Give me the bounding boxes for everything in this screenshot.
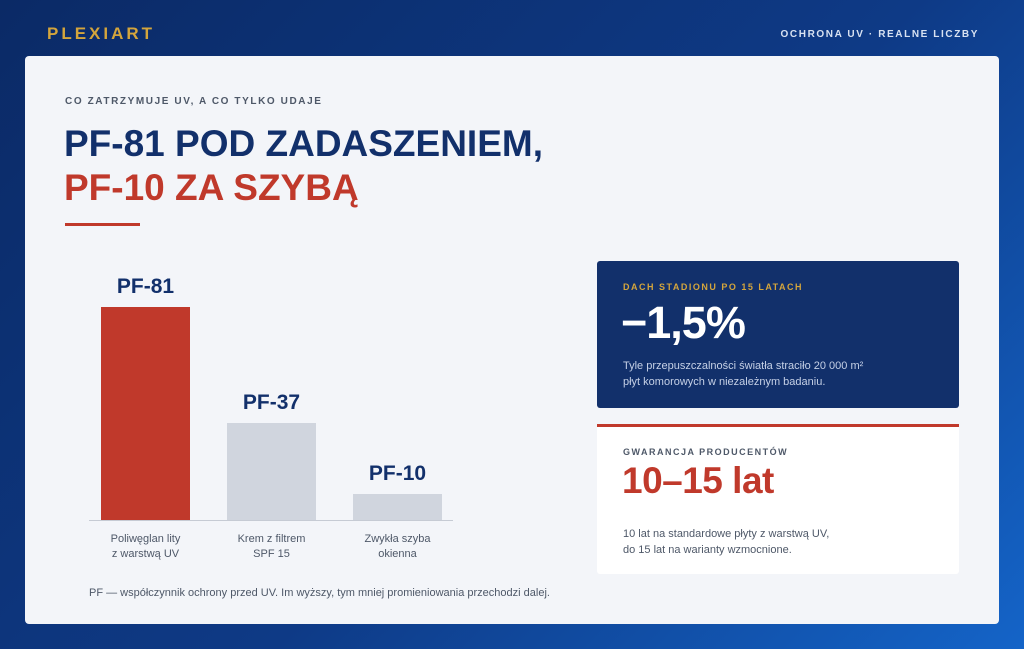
stat-description: 10 lat na standardowe płyty z warstwą UV… <box>623 526 883 558</box>
chart-baseline <box>89 520 453 521</box>
stat-label: GWARANCJA PRODUCENTÓW <box>623 447 789 457</box>
bar-chart: PF-81 Poliwęglan lity z warstwą UV PF-37 Kre… <box>85 266 465 566</box>
chart-bar <box>227 423 316 520</box>
chart-category-label: Zwykła szyba okienna <box>364 533 431 560</box>
chart-value-label: PF-10 <box>368 462 427 485</box>
chart-bar <box>353 494 442 520</box>
brand-logo: PLEXIART <box>47 24 156 43</box>
chart-value-label: PF-81 <box>116 275 175 298</box>
stat-card-warranty: GWARANCJA PRODUCENTÓW 10–15 lat 10 lat n… <box>597 424 959 574</box>
chart-category-label: Krem z filtrem SPF 15 <box>237 533 306 560</box>
kicker: CO ZATRZYMUJE UV, A CO TYLKO UDAJE <box>65 96 323 107</box>
stat-description-line: płyt komorowych w niezależnym badaniu. <box>623 376 826 388</box>
page-title: PF-81 POD ZADASZENIEM, PF-10 ZA SZYBĄ <box>64 122 543 210</box>
chart-category-label: Poliwęglan lity z warstwą UV <box>110 533 181 560</box>
title-line-1: PF-81 POD ZADASZENIEM, <box>64 123 543 164</box>
chart-bar <box>101 307 190 520</box>
stat-description-line: Tyle przepuszczalności światła straciło … <box>623 360 864 372</box>
chart-value-label: PF-37 <box>242 391 301 414</box>
header-tagline: OCHRONA UV · REALNE LICZBY <box>780 29 979 40</box>
stat-card-stadium: DACH STADIONU PO 15 LATACH −1,5% Tyle pr… <box>597 261 959 408</box>
stat-description: Tyle przepuszczalności światła straciło … <box>623 358 873 390</box>
title-line-2: PF-10 ZA SZYBĄ <box>64 167 359 208</box>
stat-value: −1,5% <box>621 297 746 348</box>
stat-label: DACH STADIONU PO 15 LATACH <box>623 282 804 292</box>
title-accent-rule <box>65 223 140 226</box>
footnote: PF — współczynnik ochrony przed UV. Im w… <box>89 587 550 599</box>
stat-value: 10–15 lat <box>622 460 774 501</box>
main-card: CO ZATRZYMUJE UV, A CO TYLKO UDAJE PF-81… <box>25 56 999 624</box>
stat-description-line: 10 lat na standardowe płyty z warstwą UV… <box>623 528 830 540</box>
stat-description-line: do 15 lat na warianty wzmocnione. <box>623 544 792 556</box>
